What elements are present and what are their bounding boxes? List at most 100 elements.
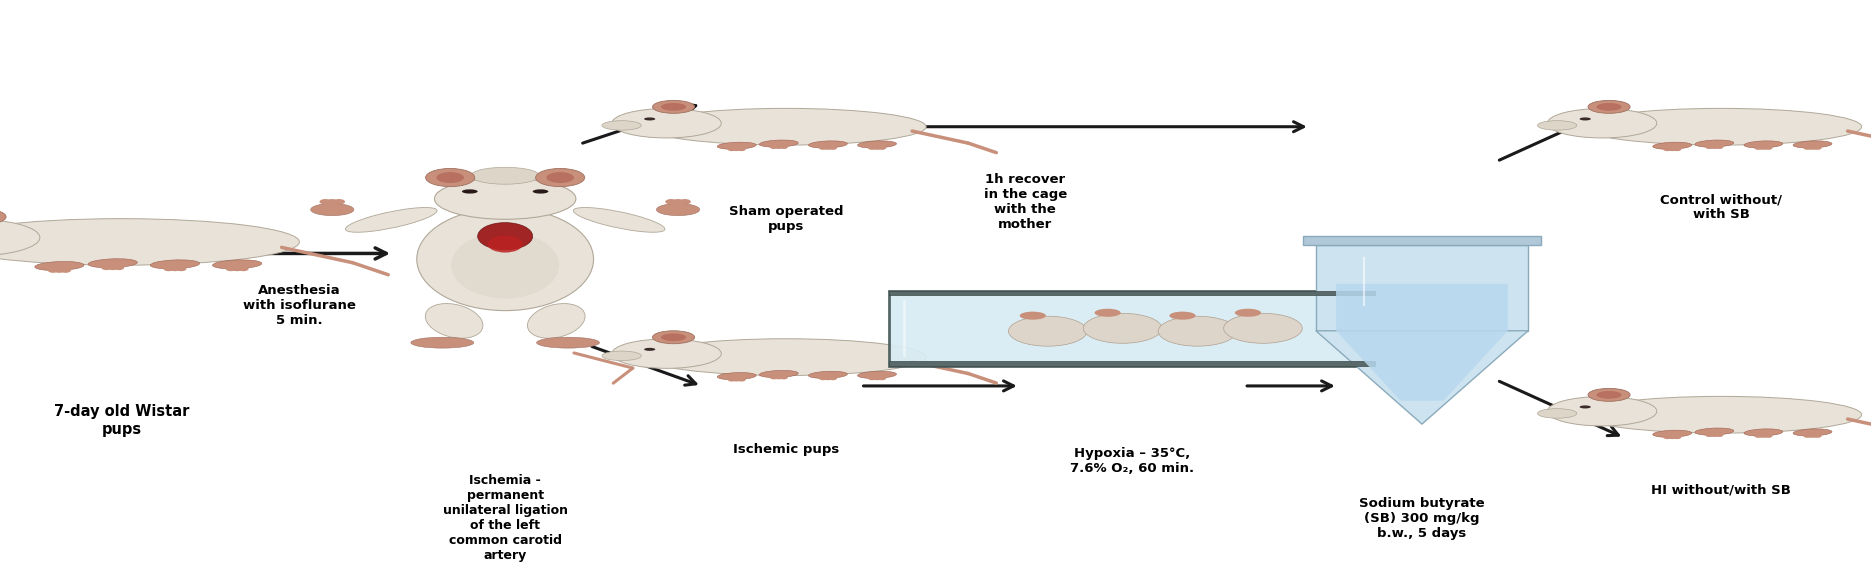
Ellipse shape bbox=[808, 372, 848, 378]
Ellipse shape bbox=[657, 203, 700, 215]
Ellipse shape bbox=[1807, 146, 1817, 150]
Ellipse shape bbox=[612, 109, 720, 138]
Text: HI without/with SB: HI without/with SB bbox=[1652, 483, 1791, 496]
Ellipse shape bbox=[232, 266, 243, 271]
Ellipse shape bbox=[780, 376, 788, 380]
Ellipse shape bbox=[1596, 391, 1622, 399]
Ellipse shape bbox=[0, 219, 299, 265]
Ellipse shape bbox=[769, 376, 778, 380]
Ellipse shape bbox=[1581, 108, 1862, 145]
Text: 7-day old Wistar
pups: 7-day old Wistar pups bbox=[54, 404, 189, 437]
Ellipse shape bbox=[488, 236, 522, 252]
FancyBboxPatch shape bbox=[1302, 236, 1542, 245]
Ellipse shape bbox=[1652, 142, 1691, 149]
Ellipse shape bbox=[1235, 309, 1261, 317]
Ellipse shape bbox=[1596, 103, 1622, 111]
Ellipse shape bbox=[602, 351, 642, 361]
Ellipse shape bbox=[436, 172, 464, 183]
Ellipse shape bbox=[829, 376, 836, 380]
Ellipse shape bbox=[1669, 435, 1676, 439]
Ellipse shape bbox=[170, 266, 180, 271]
FancyBboxPatch shape bbox=[889, 291, 1375, 366]
FancyBboxPatch shape bbox=[889, 361, 1375, 366]
Ellipse shape bbox=[1807, 434, 1817, 438]
Ellipse shape bbox=[602, 121, 642, 130]
Ellipse shape bbox=[1095, 309, 1121, 317]
Ellipse shape bbox=[1755, 146, 1762, 150]
Ellipse shape bbox=[644, 118, 655, 120]
Ellipse shape bbox=[645, 108, 926, 145]
Text: Control without/
with SB: Control without/ with SB bbox=[1660, 194, 1783, 221]
Ellipse shape bbox=[320, 199, 331, 204]
Ellipse shape bbox=[1804, 434, 1811, 438]
Ellipse shape bbox=[1020, 312, 1046, 320]
Ellipse shape bbox=[163, 266, 174, 271]
Ellipse shape bbox=[660, 334, 687, 341]
Ellipse shape bbox=[732, 378, 741, 381]
Ellipse shape bbox=[1581, 396, 1862, 433]
Polygon shape bbox=[1315, 331, 1529, 424]
Ellipse shape bbox=[451, 232, 559, 298]
Text: 1h recover
in the cage
with the
mother: 1h recover in the cage with the mother bbox=[984, 173, 1066, 230]
Ellipse shape bbox=[645, 339, 926, 376]
Ellipse shape bbox=[1764, 146, 1772, 150]
Ellipse shape bbox=[1652, 430, 1691, 437]
Ellipse shape bbox=[1579, 118, 1590, 120]
Ellipse shape bbox=[877, 146, 887, 150]
Ellipse shape bbox=[537, 337, 599, 348]
Ellipse shape bbox=[88, 259, 137, 268]
Ellipse shape bbox=[769, 145, 778, 149]
Ellipse shape bbox=[528, 304, 586, 338]
Ellipse shape bbox=[326, 199, 339, 204]
Ellipse shape bbox=[176, 266, 187, 271]
Ellipse shape bbox=[660, 103, 687, 111]
Ellipse shape bbox=[1663, 435, 1671, 439]
Ellipse shape bbox=[1813, 146, 1822, 150]
Ellipse shape bbox=[150, 260, 200, 269]
Ellipse shape bbox=[1744, 141, 1783, 148]
Ellipse shape bbox=[1169, 312, 1196, 320]
Ellipse shape bbox=[333, 199, 344, 204]
Ellipse shape bbox=[462, 190, 477, 194]
Text: Sodium butyrate
(SB) 300 mg/kg
b.w., 5 days: Sodium butyrate (SB) 300 mg/kg b.w., 5 d… bbox=[1358, 497, 1486, 540]
Ellipse shape bbox=[823, 376, 833, 380]
Ellipse shape bbox=[1224, 313, 1302, 343]
Ellipse shape bbox=[101, 265, 112, 270]
Ellipse shape bbox=[425, 304, 483, 338]
Ellipse shape bbox=[226, 266, 236, 271]
Ellipse shape bbox=[857, 372, 896, 378]
Ellipse shape bbox=[0, 219, 39, 256]
Ellipse shape bbox=[573, 207, 664, 232]
Ellipse shape bbox=[808, 141, 848, 148]
Ellipse shape bbox=[1759, 434, 1768, 438]
Ellipse shape bbox=[1538, 409, 1577, 418]
Ellipse shape bbox=[1716, 145, 1723, 149]
Ellipse shape bbox=[54, 268, 65, 273]
Text: Anesthesia
with isoflurane
5 min.: Anesthesia with isoflurane 5 min. bbox=[243, 284, 355, 327]
Ellipse shape bbox=[346, 207, 438, 232]
Ellipse shape bbox=[1158, 316, 1237, 346]
Ellipse shape bbox=[819, 146, 827, 150]
Ellipse shape bbox=[760, 370, 799, 377]
Ellipse shape bbox=[0, 209, 6, 225]
Ellipse shape bbox=[717, 142, 756, 149]
Ellipse shape bbox=[679, 199, 690, 204]
Ellipse shape bbox=[1663, 147, 1671, 151]
Ellipse shape bbox=[1710, 433, 1718, 437]
Ellipse shape bbox=[1716, 433, 1723, 437]
Ellipse shape bbox=[760, 140, 799, 147]
Ellipse shape bbox=[1588, 100, 1630, 113]
Text: Sham operated
pups: Sham operated pups bbox=[728, 205, 844, 233]
Ellipse shape bbox=[819, 376, 827, 380]
Ellipse shape bbox=[535, 168, 586, 187]
Ellipse shape bbox=[107, 265, 118, 270]
Ellipse shape bbox=[1704, 145, 1714, 149]
Ellipse shape bbox=[728, 378, 735, 381]
Ellipse shape bbox=[477, 222, 533, 250]
Ellipse shape bbox=[872, 376, 881, 380]
Ellipse shape bbox=[823, 146, 833, 150]
Ellipse shape bbox=[546, 172, 574, 183]
Ellipse shape bbox=[49, 268, 58, 273]
Ellipse shape bbox=[728, 147, 735, 151]
Ellipse shape bbox=[868, 376, 876, 380]
